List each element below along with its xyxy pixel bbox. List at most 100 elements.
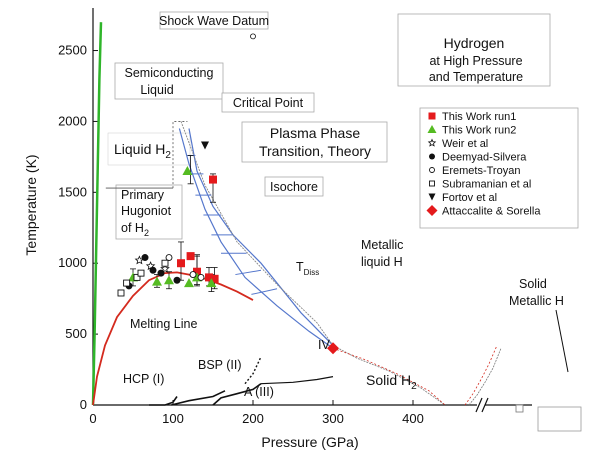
x-axis-title: Pressure (GPa) [261,434,358,450]
x-tick-label: 200 [242,411,264,426]
data-point [161,259,169,267]
data-point [173,276,181,284]
legend-box [419,107,579,229]
legend-label: Attaccalite & Sorella [442,206,541,218]
legend-label: This Work run2 [442,125,516,137]
solid-metallic-curve [464,345,498,406]
annotation-critical-point: Critical Point [233,96,304,110]
legend-label: Weir et al [442,138,488,150]
isochore-rung [251,288,278,295]
tdiss-sub: Diss [304,268,320,277]
primary-3-sub: 2 [144,228,149,238]
dissociation-left-curve [178,128,334,349]
solid-metallic-curve-2 [468,348,502,406]
annotation-a3: A (III) [244,385,274,399]
data-point [205,273,213,282]
a3-boundary-curve [212,383,262,406]
annotation-melting-line: Melting Line [130,317,197,331]
data-point [184,278,194,288]
y-tick-label: 0 [80,397,87,412]
axis-break-mark [475,397,489,413]
annotation-solid-metallic-1: Solid [519,277,547,291]
critical-point-box [221,92,315,113]
isochore-box [264,176,324,197]
data-point [201,141,209,150]
y-tick-label: 2000 [58,113,87,128]
primary-hugoniot-box [115,184,183,240]
legend-marker [429,153,435,160]
chart-subtitle-line-1: at High Pressure [429,54,522,68]
axis-break-small-box [515,404,524,413]
annotation-primary-2: Hugoniot [121,204,172,218]
shock-wave-datum-box [159,11,269,30]
x-tick-label: 400 [402,411,424,426]
solid-metallic-pointer [555,309,569,373]
chart-title: Hydrogen [444,35,505,51]
legend-marker [427,125,437,133]
annotation-semiconducting-2: Liquid [140,83,173,97]
legend-marker [428,193,436,201]
critical-point-guide [172,121,188,189]
data-point [186,252,195,261]
melting-line-curve [92,271,254,406]
legend-marker [427,138,437,147]
bsp-boundary-curve [171,390,226,406]
annotation-plasma-2: Transition, Theory [259,143,371,159]
x-tick-label: 100 [162,411,184,426]
plasma-boundary-red-curve [332,347,446,406]
data-point [182,166,193,176]
data-point [160,263,170,273]
solid-h2-pointer-curve [260,376,334,385]
semiconducting-box [114,62,224,100]
isochore-lines [187,154,278,295]
hugoniot-curve [91,22,103,406]
data-point [209,175,217,184]
hcp-boundary-curve [149,396,178,406]
x-ticks: 0 100 200 300 400 [89,400,424,426]
axis-break-box [537,406,582,432]
data-point [157,269,165,277]
solid-h2-sub: 2 [411,381,417,392]
legend-label: Fortov et al [442,192,497,204]
liquid-h2-main: Liquid H [114,141,165,157]
isochore-rung [235,269,262,276]
data-point [141,254,149,262]
legend-marker [429,167,435,173]
plasma-boundary-curve [180,121,446,406]
y-axis-title: Temperature (K) [23,154,39,255]
liquid-h2-sub: 2 [165,150,171,161]
legend-label: Deemyad-Silvera [442,152,527,164]
data-point [210,274,219,283]
y-tick-label: 1000 [58,255,87,270]
legend-label: Eremets-Troyan [442,165,520,177]
y-ticks: 0 500 1000 1500 2000 2500 [58,43,98,412]
annotation-hcp: HCP (I) [123,372,164,386]
legend-marker [428,112,436,120]
annotation-solid-h2: Solid H2 [366,372,417,392]
data-point [117,289,125,297]
x-tick-label: 0 [89,411,96,426]
data-markers [117,141,339,355]
annotation-solid-metallic-2: Metallic H [509,294,564,308]
annotation-liquid-h2: Liquid H2 [114,141,171,161]
data-point [165,254,173,261]
data-point [193,267,201,276]
title-box [397,13,551,87]
solid-h2-main: Solid H [366,372,411,388]
y-tick-label: 1500 [58,184,87,199]
data-point [133,273,141,281]
data-point [177,259,185,268]
iv-boundary-curve [244,356,262,385]
annotation-semiconducting-1: Semiconducting [125,66,214,80]
data-point [197,273,205,281]
data-point [327,342,339,355]
annotation-metallic-liquid-1: Metallic [361,238,403,252]
annotation-tdiss: TDiss [296,260,319,277]
data-point [137,269,145,277]
liquid-h2-box [107,132,191,166]
annotation-iv: IV [318,338,330,352]
x-tick-label: 300 [322,411,344,426]
annotation-shock-wave-datum: Shock Wave Datum [159,14,269,28]
